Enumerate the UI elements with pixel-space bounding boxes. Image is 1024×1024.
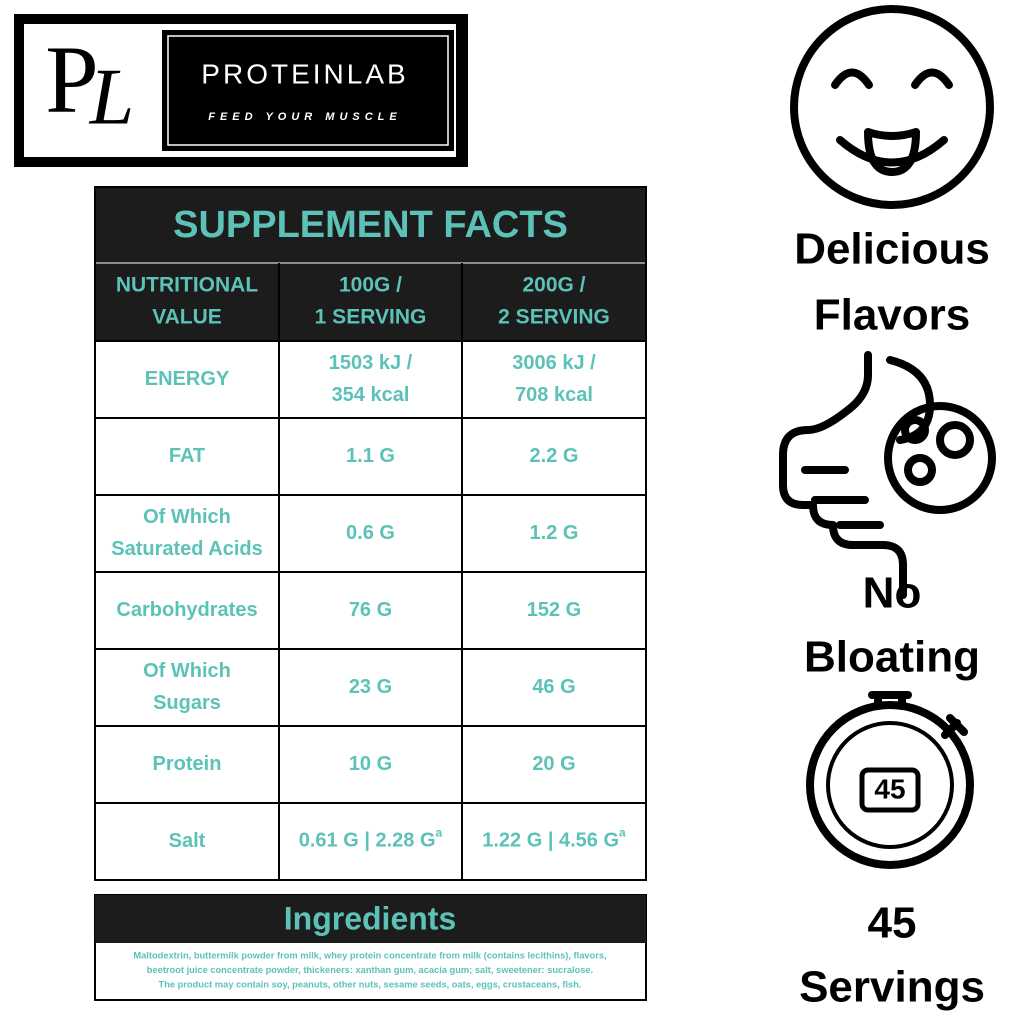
cell-text: 152 G	[527, 599, 581, 621]
cell-text: 200G /	[522, 274, 585, 297]
ingredients: Ingredients Maltodextrin, buttermilk powd…	[94, 894, 647, 1001]
brand-name: PROTEINLAB	[201, 58, 408, 89]
cell-text: 708 kcal	[515, 384, 593, 406]
cell-text: 76 G	[349, 599, 392, 621]
cell-text: 0.61 G | 2.28 Ga	[299, 826, 443, 852]
cell-text: Carbohydrates	[116, 599, 257, 621]
ingredients-line: Maltodextrin, buttermilk powder from mil…	[133, 950, 606, 960]
logo-letter: L	[89, 53, 135, 141]
logo: P L PROTEINLAB FEED YOUR MUSCLE	[14, 14, 468, 167]
stopwatch-icon	[806, 691, 974, 869]
cell-text: 20 G	[532, 753, 575, 775]
cell-text: 1503 kJ /	[329, 352, 413, 374]
cell-text: 1.2 G	[530, 522, 579, 544]
ingredients-line: The product may contain soy, peanuts, ot…	[159, 979, 582, 989]
cell-text: Protein	[153, 753, 222, 775]
cell-text: VALUE	[152, 306, 222, 329]
brand-tagline: FEED YOUR MUSCLE	[208, 111, 401, 123]
cell-text: 354 kcal	[332, 384, 410, 406]
cell-text: 0.6 G	[346, 522, 395, 544]
stomach-icon	[779, 351, 996, 599]
cell-text: Sugars	[153, 692, 221, 714]
cell-text: 1 SERVING	[315, 306, 427, 329]
cell-text: 23 G	[349, 676, 392, 698]
feature-text: No	[863, 569, 922, 618]
ingredients-title: Ingredients	[284, 900, 456, 936]
superscript: a	[619, 826, 626, 840]
cell-text: ENERGY	[145, 368, 230, 390]
cell-text: 3006 kJ /	[512, 352, 596, 374]
feature-text: Servings	[799, 963, 985, 1012]
feature-text: Bloating	[804, 633, 980, 682]
cell-text: 46 G	[532, 676, 575, 698]
cell-text: Saturated Acids	[111, 538, 263, 560]
title-band	[95, 187, 646, 341]
cell-text: 1.1 G	[346, 445, 395, 467]
cell-text: 10 G	[349, 753, 392, 775]
cell-text: 1.22 G | 4.56 Ga	[482, 826, 626, 852]
cell-text: Of Which	[143, 506, 231, 528]
cell-value: 1.22 G | 4.56 G	[482, 830, 619, 852]
smiley-icon	[790, 5, 994, 209]
table-border	[94, 186, 647, 881]
ingredients-band	[95, 895, 646, 943]
table-title: SUPPLEMENT FACTS	[173, 204, 568, 246]
cell-text: Of Which	[143, 660, 231, 682]
icon-label: 45	[874, 773, 905, 804]
ingredients-line: beetroot juice concentrate powder, thick…	[147, 965, 593, 975]
feature-text: Delicious	[794, 225, 990, 274]
cell-text: Salt	[169, 830, 206, 852]
feature-text: 45	[868, 899, 917, 948]
cell-text: 2 SERVING	[498, 306, 610, 329]
facts-table: SUPPLEMENT FACTS NUTRITIONAL VALUE 100G / 1 …	[94, 186, 647, 881]
cell-text: 100G /	[339, 274, 402, 297]
cell-value: 0.61 G | 2.28 G	[299, 830, 436, 852]
logo-letter: P	[45, 26, 98, 133]
cell-text: FAT	[169, 445, 205, 467]
feature-text: Flavors	[814, 291, 971, 340]
superscript: a	[436, 826, 443, 840]
cell-text: NUTRITIONAL	[116, 274, 258, 297]
cell-text: 2.2 G	[530, 445, 579, 467]
